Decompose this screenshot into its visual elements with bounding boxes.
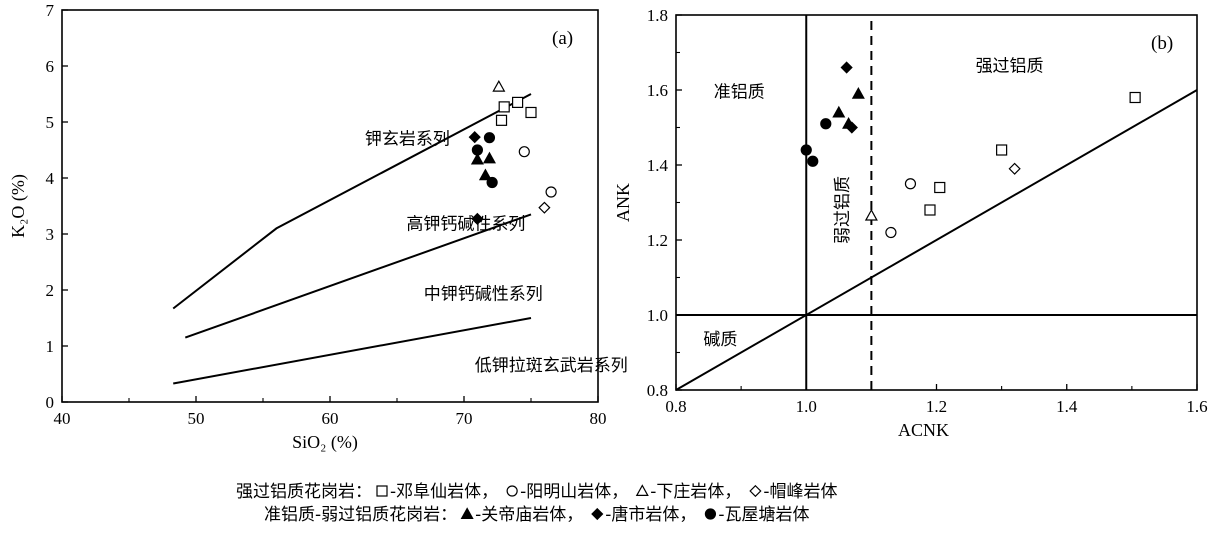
data-point-circle-open (518, 146, 530, 158)
y-tick-label: 7 (46, 1, 55, 20)
legend-group-label: 准铝质-弱过铝质花岗岩： (264, 505, 457, 525)
data-point-diamond-filled (471, 212, 484, 225)
legend-item-label: -帽峰岩体 (763, 482, 837, 502)
region-label: 低钾拉斑玄武岩系列 (475, 356, 628, 376)
x-tick-label: 40 (54, 409, 71, 428)
y-tick-label: 1 (46, 337, 55, 356)
y-axis-label: ANK (613, 183, 633, 222)
data-point-circle-filled (820, 118, 832, 130)
region-label: 中钾钙碱性系列 (424, 285, 543, 305)
plot-frame (61, 9, 599, 403)
legend-marker-square-open (376, 485, 388, 497)
x-tick-label: 1.2 (926, 397, 947, 416)
data-point-square-open (924, 204, 936, 216)
x-tick-label: 1.0 (796, 397, 817, 416)
boundary-line-3 (173, 317, 532, 385)
y-tick-label: 2 (46, 281, 55, 300)
legend-item-label: -邓阜仙岩体， (390, 482, 498, 502)
data-point-square-open (1129, 91, 1141, 104)
x-tick-label: 1.6 (1186, 397, 1207, 416)
x-tick-label: 50 (188, 409, 205, 428)
boundary-line-1 (172, 93, 532, 310)
data-point-circle-open (545, 186, 557, 198)
data-point-circle-open (904, 178, 917, 190)
region-label: 钾玄岩系列 (365, 129, 450, 149)
data-point-square-open (498, 101, 510, 113)
data-point-circle-filled (483, 132, 496, 144)
y-tick-label: 3 (46, 225, 55, 244)
data-point-square-open (525, 106, 537, 119)
data-point-square-open (934, 181, 946, 194)
x-tick-label: 60 (322, 409, 339, 428)
data-point-square-open (495, 114, 508, 126)
data-point-triangle-open (492, 79, 506, 92)
data-point-diamond-open (1008, 162, 1021, 175)
region-label: 准铝质 (714, 83, 765, 103)
y-tick-label: 0.8 (647, 381, 668, 400)
data-point-diamond-filled (468, 131, 481, 144)
x-tick-label: 0.8 (665, 397, 686, 416)
x-tick-label: 70 (456, 409, 473, 428)
legend-marker-triangle-filled (460, 507, 474, 520)
legend-item-label: -阳明山岩体， (520, 482, 628, 502)
region-label: 碱质 (703, 330, 737, 350)
y-tick-label: 6 (46, 57, 55, 76)
y-tick-label: 4 (46, 169, 55, 188)
boundary-line-3 (675, 89, 1198, 391)
data-point-diamond-filled (840, 61, 853, 74)
legend-marker-circle-filled (704, 508, 717, 520)
data-point-circle-open (885, 226, 897, 239)
boundary-line-2 (184, 213, 532, 339)
data-point-diamond-filled (845, 121, 858, 134)
y-tick-label: 1.2 (647, 231, 668, 250)
legend-group-label: 强过铝质花岗岩： (236, 482, 372, 502)
y-tick-label: 1.4 (647, 156, 669, 175)
legend-marker-diamond-open (749, 484, 762, 498)
x-tick-label: 80 (590, 409, 607, 428)
legend-item-label: -关帝庙岩体， (475, 505, 583, 525)
data-point-triangle-filled (470, 152, 484, 165)
panel-label: (a) (552, 28, 573, 49)
y-tick-label: 5 (46, 113, 55, 132)
legend-marker-triangle-open (635, 484, 649, 496)
plot-frame (675, 14, 1198, 391)
y-tick-label: 1.8 (647, 6, 668, 25)
legend-item-label: -下庄岩体， (650, 482, 741, 502)
data-point-triangle-filled (478, 168, 492, 181)
data-point-triangle-open (864, 208, 878, 221)
data-point-circle-filled (800, 144, 812, 156)
legend-item-label: -唐市岩体， (605, 504, 696, 525)
data-point-diamond-open (538, 201, 551, 214)
legend-marker-circle-open (506, 485, 518, 497)
legend-item-label: -瓦屋塘岩体 (718, 505, 809, 525)
x-axis-label: SiO₂ (%) (292, 432, 358, 453)
y-axis-label: K₂O (%) (8, 174, 29, 238)
panel-a-k2o-sio2-diagram: 40 50 60 70 80 0 1 2 3 4 5 6 7 SiO₂ (%) K₂O (%) (a) 钾玄岩系… (8, 1, 628, 453)
y-tick-label: 1.6 (647, 81, 668, 100)
data-point-square-open (511, 96, 524, 109)
x-axis-label: ACNK (898, 420, 949, 440)
y-tick-label: 0 (46, 393, 55, 412)
data-point-triangle-filled (851, 87, 865, 99)
region-label: 弱过铝质 (833, 176, 853, 244)
data-point-triangle-filled (832, 105, 846, 118)
panel-label: (b) (1151, 33, 1173, 54)
data-point-circle-filled (471, 144, 483, 156)
x-tick-label: 1.4 (1056, 397, 1078, 416)
panel-b-ank-acnk-diagram: 0.8 1.0 1.2 1.4 1.6 0.8 1.0 1.2 1.4 1.6 1.8 ACNK ANK… (613, 6, 1208, 440)
data-point-square-open (996, 144, 1008, 156)
data-point-circle-filled (807, 155, 819, 167)
data-point-triangle-filled (482, 151, 496, 164)
region-label: 高钾钙碱性系列 (406, 215, 525, 235)
legend: 强过铝质花岗岩： -邓阜仙岩体， -阳明山岩体， -下庄岩体， -帽峰岩体准铝质-弱过铝… (236, 482, 838, 525)
region-label: 强过铝质 (976, 56, 1044, 76)
legend-marker-diamond-filled (591, 507, 604, 521)
y-tick-label: 1.0 (647, 306, 668, 325)
data-point-circle-filled (486, 176, 498, 189)
